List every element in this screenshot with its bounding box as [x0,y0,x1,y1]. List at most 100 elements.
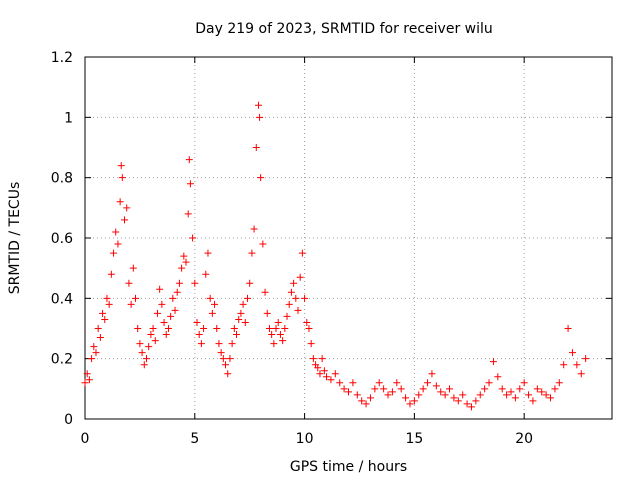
data-point [503,391,511,399]
data-point [138,349,146,357]
y-axis-label: SRMTID / TECUs [7,182,23,295]
data-point [467,403,475,411]
data-point [384,391,392,399]
data-point [268,331,276,339]
x-tick-label: 15 [405,431,423,447]
data-point [533,385,541,393]
data-point [153,309,161,317]
data-point [211,300,219,308]
data-point [564,325,572,332]
data-point [250,225,258,233]
data-point [241,318,249,326]
data-point [454,397,462,405]
data-point [380,385,388,393]
data-point [226,355,234,363]
data-point [88,355,96,363]
data-point [375,379,383,387]
y-tick-label: 0.6 [51,231,73,247]
data-point [305,325,313,332]
data-point [366,394,374,402]
data-point [224,370,232,378]
data-point [182,258,190,266]
data-point [568,349,576,357]
data-point [472,397,480,405]
data-point [158,300,166,308]
data-point [202,270,210,278]
y-tick-label: 1 [64,110,73,126]
data-point [393,379,401,387]
data-point [92,349,100,357]
data-point [292,294,300,302]
data-point [94,325,102,332]
data-point [230,325,238,332]
data-point [184,210,192,218]
data-point [446,385,454,393]
y-tick-label: 0 [64,412,73,428]
data-point [301,294,309,302]
data-point [538,388,546,396]
data-point [281,325,289,332]
data-point [410,397,418,405]
data-point [320,367,328,375]
data-point [485,379,493,387]
data-point [167,312,175,320]
data-point [208,309,216,317]
data-point [459,391,467,399]
data-point [323,373,331,381]
data-point [142,355,150,363]
data-point [272,325,280,332]
data-point [415,391,423,399]
data-point [547,394,555,402]
data-point [254,101,262,109]
data-point [309,355,317,363]
data-point [222,361,230,369]
data-point [147,331,155,339]
data-point [265,325,273,332]
data-point [303,318,311,326]
data-point [105,300,113,308]
data-point [336,379,344,387]
data-point [331,370,339,378]
data-point [237,309,245,317]
data-point [270,340,278,348]
data-point [173,288,181,296]
data-point [189,234,197,242]
data-point [116,198,124,206]
data-point [432,382,440,390]
data-point [185,156,193,164]
data-point [235,315,243,323]
data-point [285,300,293,308]
plot-frame [84,56,613,420]
data-point [362,400,370,408]
data-point [103,294,111,302]
data-point [419,385,427,393]
data-point [204,249,212,257]
data-point [279,337,287,345]
data-point [90,343,98,351]
data-point [151,337,159,345]
data-point [577,370,585,378]
x-axis-ticks: 0 5 10 15 20 [81,57,533,447]
chart-title: Day 219 of 2023, SRMTID for receiver wil… [195,21,493,37]
data-point [101,315,109,323]
data-point [215,340,223,348]
data-point [248,249,256,257]
data-point [507,388,515,396]
data-point [178,264,186,272]
data-point [110,249,118,257]
data-point [296,273,304,281]
data-point [450,394,458,402]
data-point [195,331,203,339]
data-point [261,288,269,296]
data-point [107,270,115,278]
data-point [180,252,188,260]
data-point [186,180,194,188]
data-point [134,325,142,332]
data-point [287,288,295,296]
data-point [81,379,89,387]
data-point [340,385,348,393]
data-point [573,361,581,369]
data-point [162,331,170,339]
data-point [298,249,306,257]
data-point [206,294,214,302]
